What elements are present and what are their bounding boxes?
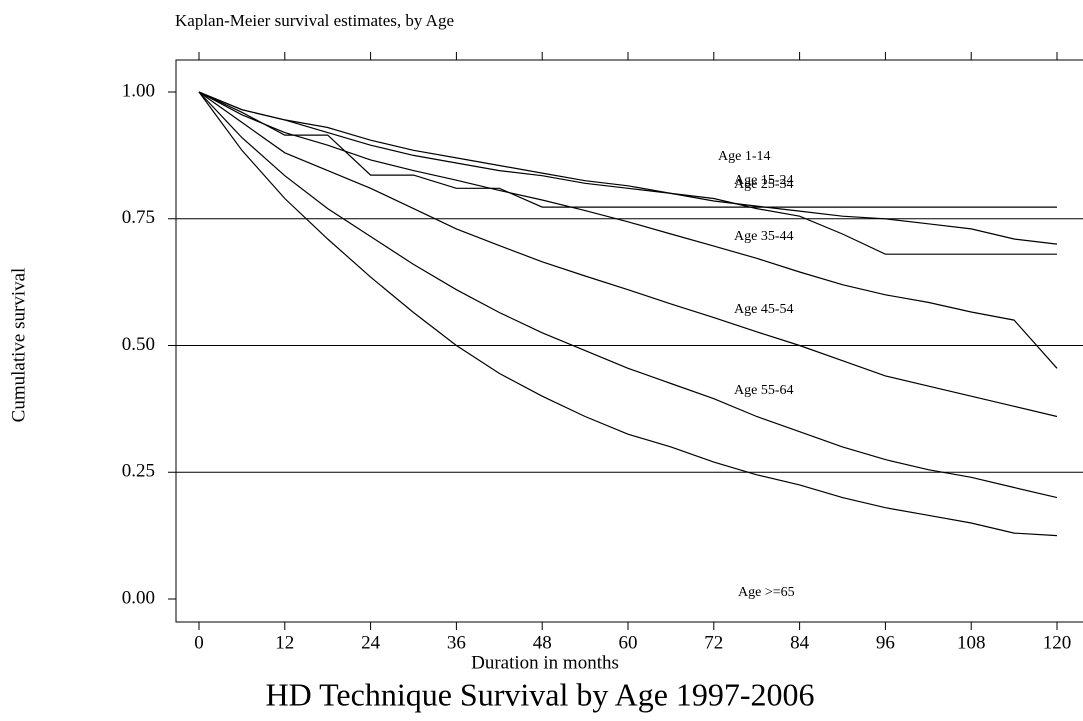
x-tick-label: 12 xyxy=(275,632,294,653)
x-tick-label: 84 xyxy=(790,632,810,653)
x-tick-label: 0 xyxy=(194,632,204,653)
x-tick-label: 72 xyxy=(704,632,723,653)
y-tick-label: 1.00 xyxy=(122,80,155,101)
survival-curve xyxy=(198,91,1057,208)
plot-frame xyxy=(175,59,1083,623)
survival-curve xyxy=(198,91,1058,418)
series-label: Age 25-34 xyxy=(734,177,794,192)
caption: HD Technique Survival by Age 1997-2006 xyxy=(265,676,814,712)
series-label: Age 15-24 xyxy=(734,173,794,188)
y-tick-label: 0.50 xyxy=(122,334,155,355)
x-tick-label: 36 xyxy=(447,632,466,653)
x-tick-label: 96 xyxy=(876,632,895,653)
survival-curve xyxy=(198,91,1058,369)
x-tick-label: 24 xyxy=(361,632,381,653)
y-tick-label: 0.75 xyxy=(122,207,155,228)
series-label: Age 1-14 xyxy=(718,149,771,164)
series-label: Age >=65 xyxy=(738,585,795,600)
x-tick-label: 60 xyxy=(619,632,638,653)
x-axis-label: Duration in months xyxy=(471,652,619,673)
series-label: Age 55-64 xyxy=(734,383,794,398)
series-label: Age 35-44 xyxy=(734,229,794,244)
survival-curve xyxy=(198,91,1058,537)
survival-curve xyxy=(198,91,1058,245)
y-tick-label: 0.25 xyxy=(122,461,155,482)
y-tick-label: 0.00 xyxy=(122,587,155,608)
x-tick-label: 48 xyxy=(533,632,552,653)
series-label: Age 45-54 xyxy=(734,302,794,317)
y-axis-label: Cumulative survival xyxy=(8,268,29,423)
x-tick-label: 108 xyxy=(957,632,986,653)
chart-title: Kaplan-Meier survival estimates, by Age xyxy=(175,11,454,30)
survival-curve xyxy=(198,91,1057,255)
x-tick-label: 120 xyxy=(1043,632,1072,653)
survival-curve xyxy=(198,91,1058,499)
